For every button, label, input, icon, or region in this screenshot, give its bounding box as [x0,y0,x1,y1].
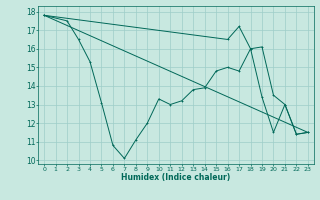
X-axis label: Humidex (Indice chaleur): Humidex (Indice chaleur) [121,173,231,182]
